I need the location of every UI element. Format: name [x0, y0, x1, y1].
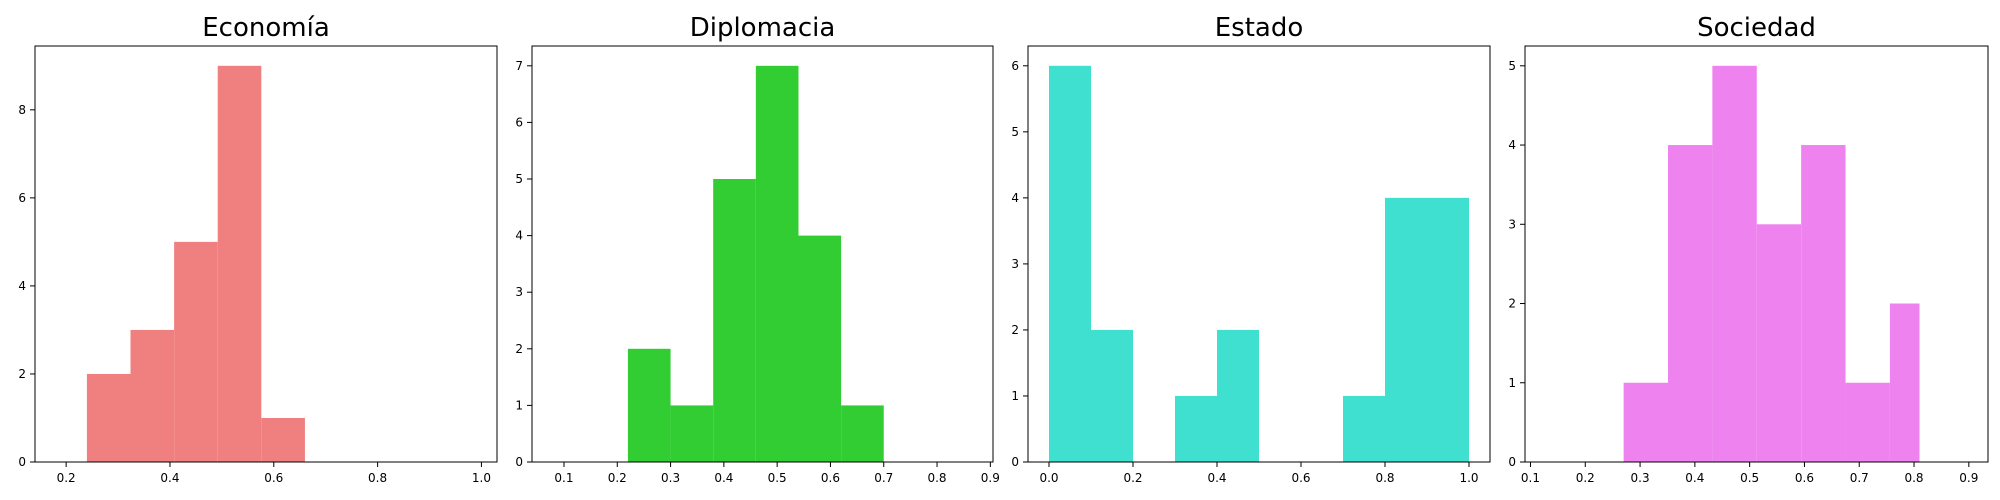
panel-estado: Estado 0.0 0.2 0.4 0.6 0.8 1.0 0 1 2 3 4 5 6 — [1011, 13, 1491, 485]
y-tick-label: 1 — [1508, 376, 1516, 390]
histogram-bar — [798, 235, 842, 462]
x-tick-label: 0.2 — [608, 471, 627, 485]
y-tick-label: 2 — [515, 342, 523, 356]
x-tick-label: 0.6 — [1291, 471, 1310, 485]
x-tick-label: 0.1 — [1521, 471, 1540, 485]
x-tick-label: 0.2 — [1123, 471, 1142, 485]
y-tick-label: 0 — [515, 455, 523, 469]
axes-frame — [1524, 45, 1989, 463]
y-tick-label: 3 — [1508, 217, 1516, 231]
histogram-bar — [1175, 395, 1217, 462]
x-tick-label: 0.4 — [160, 471, 179, 485]
panel-title: Economía — [202, 13, 330, 43]
y-tick-label: 0 — [1508, 455, 1516, 469]
axes-frame — [34, 45, 498, 463]
x-tick-label: 0.8 — [1375, 471, 1394, 485]
x-tick-label: 0.7 — [874, 471, 893, 485]
panel-title: Estado — [1215, 13, 1304, 43]
histogram-bar — [1623, 382, 1669, 462]
x-tick-label: 0.5 — [1740, 471, 1759, 485]
histogram-bar — [755, 65, 799, 462]
x-tick-label: 0.3 — [661, 471, 680, 485]
x-tick-label: 0.4 — [1207, 471, 1226, 485]
x-tick-label: 0.9 — [981, 471, 1000, 485]
histogram-bar — [1889, 303, 1920, 462]
histogram-bar — [130, 329, 175, 462]
x-tick-label: 0.4 — [1685, 471, 1704, 485]
x-tick-label: 0.2 — [57, 471, 76, 485]
panel-sociedad: Sociedad 0.1 0.2 0.3 0.4 0.5 0.6 0.7 0.8 0.9 0 1 2 3 4… — [1508, 13, 1989, 485]
histogram-bar — [1668, 145, 1713, 463]
y-tick-label: 2 — [1011, 323, 1019, 337]
y-tick-label: 4 — [1011, 191, 1019, 205]
histogram-bar — [1712, 65, 1757, 462]
y-tick-label: 6 — [515, 115, 523, 129]
histogram-bar — [841, 405, 884, 462]
x-tick-label: 0.8 — [1904, 471, 1923, 485]
x-tick-label: 0.1 — [554, 471, 573, 485]
histogram-bar — [627, 348, 671, 462]
y-tick-label: 6 — [18, 191, 26, 205]
histogram-bar — [86, 373, 131, 462]
y-tick-label: 1 — [515, 398, 523, 412]
histogram-bar — [1385, 197, 1427, 462]
x-tick-label: 0.6 — [264, 471, 283, 485]
panel-title: Diplomacia — [690, 13, 836, 43]
panel-economia: Economía 0.2 0.4 0.6 0.8 1.0 0 2 4 6 8 — [18, 13, 498, 485]
y-tick-label: 4 — [18, 279, 26, 293]
x-tick-label: 0.9 — [1959, 471, 1978, 485]
x-tick-label: 0.4 — [714, 471, 733, 485]
histogram-bar — [713, 179, 756, 462]
panel-title: Sociedad — [1697, 13, 1816, 43]
axes-frame — [1027, 45, 1491, 463]
y-tick-label: 7 — [515, 59, 523, 73]
histogram-bar — [1427, 197, 1469, 462]
y-tick-label: 3 — [515, 285, 523, 299]
y-tick-label: 2 — [18, 367, 26, 381]
x-tick-label: 0.6 — [1795, 471, 1814, 485]
x-tick-label: 0.8 — [927, 471, 946, 485]
axes-frame — [531, 45, 994, 463]
y-tick-label: 5 — [1508, 59, 1516, 73]
histogram-bar — [1756, 224, 1802, 462]
x-tick-label: 0.7 — [1850, 471, 1869, 485]
y-tick-label: 4 — [515, 229, 523, 243]
histogram-bar — [1845, 382, 1890, 462]
x-tick-label: 0.3 — [1631, 471, 1650, 485]
y-tick-label: 5 — [515, 172, 523, 186]
y-tick-label: 2 — [1508, 297, 1516, 311]
histogram-bar — [174, 241, 218, 462]
x-tick-label: 1.0 — [472, 471, 491, 485]
x-tick-label: 0.5 — [768, 471, 787, 485]
y-tick-label: 1 — [1011, 389, 1019, 403]
x-tick-label: 0.0 — [1039, 471, 1058, 485]
histogram-bar — [1801, 145, 1846, 463]
histogram-bar — [1343, 395, 1385, 462]
panel-diplomacia: Diplomacia 0.1 0.2 0.3 0.4 0.5 0.6 0.7 0.8 0.9 0 1 2… — [515, 13, 1000, 485]
y-tick-label: 0 — [18, 455, 26, 469]
y-tick-label: 4 — [1508, 138, 1516, 152]
histogram-bar — [261, 417, 305, 462]
x-tick-label: 0.2 — [1576, 471, 1595, 485]
y-tick-label: 8 — [18, 103, 26, 117]
x-tick-label: 0.8 — [368, 471, 387, 485]
y-tick-label: 5 — [1011, 125, 1019, 139]
y-tick-label: 6 — [1011, 59, 1019, 73]
histogram-bar — [1049, 65, 1091, 462]
x-tick-label: 1.0 — [1459, 471, 1478, 485]
y-tick-label: 3 — [1011, 257, 1019, 271]
histogram-bar — [1217, 329, 1259, 462]
y-tick-label: 0 — [1011, 455, 1019, 469]
histogram-bar — [1091, 329, 1133, 462]
x-tick-label: 0.6 — [821, 471, 840, 485]
histogram-bar — [670, 405, 714, 462]
histogram-bar — [217, 65, 262, 462]
